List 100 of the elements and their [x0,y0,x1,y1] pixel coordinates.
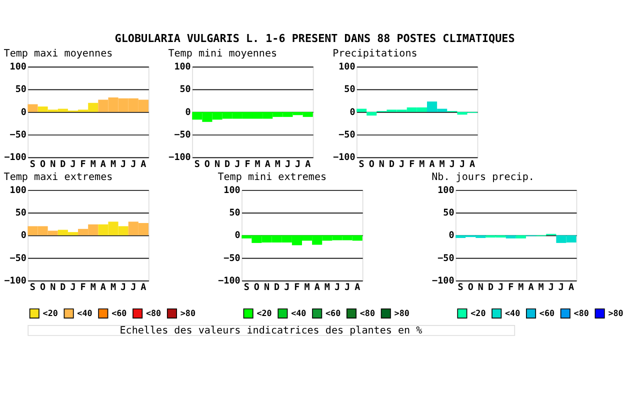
x-tick-label: S [244,282,250,294]
x-tick-label: J [70,158,76,170]
y-tick-label: 0 [20,106,26,118]
y-tick-label: 100 [224,184,240,196]
x-tick-label: A [314,282,320,294]
x-tick-label: J [334,282,340,294]
x-tick-label: A [470,158,476,170]
x-tick-label: M [538,282,544,294]
y-tick-label: −50 [224,252,240,264]
legend-label: >80 [394,308,410,318]
x-tick-label: D [274,282,280,294]
x-tick-label: D [488,282,494,294]
x-tick-label: M [304,282,310,294]
x-tick-label: J [399,158,405,170]
y-tick-label: 50 [180,84,191,96]
x-tick-label: N [214,158,220,170]
y-tick-label: 100 [338,62,356,73]
y-tick-label: −100 [4,152,26,164]
y-tick-label: −50 [338,130,356,141]
x-tick-label: D [60,282,66,294]
legend-label: <40 [291,308,306,318]
x-tick-label: M [90,282,96,294]
legend-label: <20 [256,308,272,318]
y-tick-label: 100 [174,62,191,73]
legend-label: <60 [325,308,341,318]
x-tick-label: J [284,282,290,294]
x-tick-label: M [90,158,96,170]
x-tick-label: J [120,158,126,170]
legend-label: <60 [112,308,127,318]
legend-label: <60 [539,308,555,318]
legend-label: <20 [42,308,58,318]
y-tick-label: 50 [443,208,454,219]
y-tick-label: 0 [20,230,26,242]
x-tick-label: F [244,158,250,170]
x-tick-label: J [498,282,504,294]
chart-title: Temp maxi extremes [4,172,113,183]
x-tick-label: F [409,158,415,170]
legend-label: <80 [360,308,376,318]
text: GLOBULARIA VULGARIS L. 1-6 PRESENT DANS 88 POSTES CLIMATIQUES [114,32,515,45]
y-tick-label: −50 [10,130,26,141]
x-tick-label: F [80,282,86,294]
chart-title: Nb. jours precip. [432,172,534,183]
x-tick-label: J [130,282,136,294]
x-tick-label: J [120,282,126,294]
x-tick-label: M [518,282,524,294]
x-tick-label: F [508,282,514,294]
x-tick-label: A [100,158,106,170]
x-tick-label: O [254,282,260,294]
y-tick-label: 100 [10,62,26,73]
legend-label: <80 [146,308,162,318]
x-tick-label: J [459,158,466,170]
x-tick-label: A [140,158,147,170]
x-tick-label: A [140,282,147,294]
y-tick-label: 50 [15,84,26,96]
x-tick-label: A [100,282,106,294]
chart-title: Precipitations [332,48,418,60]
x-tick-label: N [264,282,270,294]
y-tick-label: 50 [229,208,240,219]
y-tick-label: 0 [350,106,356,118]
y-tick-label: 100 [438,184,454,196]
x-tick-label: M [324,282,330,294]
x-tick-label: J [295,158,301,170]
x-tick-label: O [204,158,210,170]
x-tick-label: O [468,282,474,294]
x-tick-label: A [429,158,436,170]
y-tick-label: 0 [234,230,240,242]
x-tick-label: A [305,158,312,170]
y-tick-label: −100 [218,275,240,286]
x-tick-label: M [254,158,261,170]
x-tick-label: J [558,282,564,294]
legend-label: <40 [77,308,92,318]
legend-label: >80 [608,308,624,318]
y-tick-label: −100 [4,275,26,286]
legend-label: <40 [505,308,520,318]
y-tick-label: −100 [432,275,454,286]
x-tick-label: F [80,158,86,170]
x-tick-label: O [40,158,46,170]
y-tick-label: −100 [333,152,356,164]
x-tick-label: M [274,158,281,170]
x-tick-label: M [439,158,446,170]
x-tick-label: D [388,158,395,170]
x-tick-label: J [548,282,554,294]
x-tick-label: S [194,158,200,170]
x-tick-label: J [234,158,240,170]
x-tick-label: J [344,282,350,294]
x-tick-label: N [478,282,484,294]
x-tick-label: J [284,158,291,170]
x-tick-label: D [60,158,66,170]
x-tick-label: M [419,158,426,170]
chart-title: Temp maxi moyennes [4,48,113,60]
x-tick-label: F [294,282,300,294]
text: Echelles des valeurs indicatrices des plantes en % [120,325,422,336]
y-tick-label: −100 [168,152,191,164]
x-tick-label: A [354,282,361,294]
x-tick-label: A [264,158,271,170]
x-tick-label: J [449,158,455,170]
x-tick-label: S [458,282,464,294]
legend-label: <20 [470,308,486,318]
y-tick-label: 50 [15,208,26,219]
x-tick-label: A [528,282,534,294]
